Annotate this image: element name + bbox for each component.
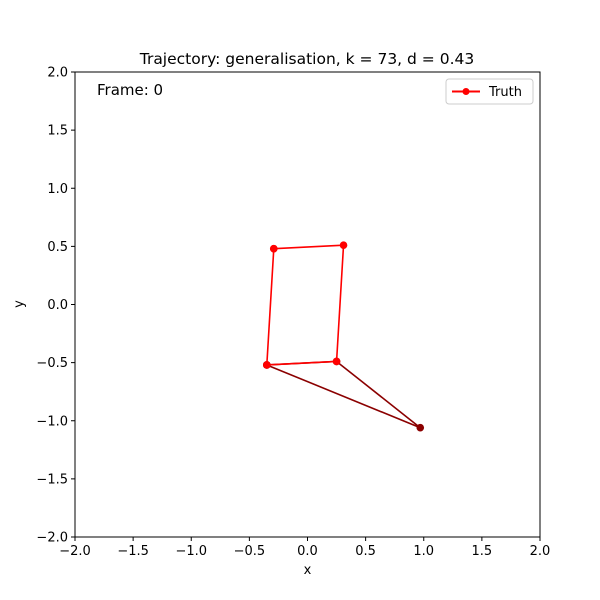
y-tick-label: −1.0: [36, 414, 68, 429]
legend: Truth: [445, 78, 534, 105]
x-tick-label: −1.0: [175, 544, 207, 559]
ticks-layer: −2.0 −1.5 −1.0 −0.5 0.0 0.5 1.0 1.5 2.0 −2.0 −1.5 −…: [36, 66, 550, 560]
x-tick-label: −0.5: [234, 544, 266, 559]
x-tick-label: 1.0: [413, 544, 434, 559]
x-tick-label: 0.5: [355, 544, 376, 559]
series-1-point-2: [416, 423, 425, 432]
y-tick-label: 2.0: [47, 66, 68, 81]
series-0-point-2: [332, 357, 341, 366]
y-tick-label: 1.0: [47, 182, 68, 197]
y-tick-label: −1.5: [36, 472, 68, 487]
y-tick-label: 0.5: [47, 240, 68, 255]
x-tick-label: 1.5: [472, 544, 493, 559]
legend-marker-truth: [462, 88, 470, 95]
x-tick-label: −1.5: [117, 544, 149, 559]
x-tick-label: 0.0: [297, 544, 318, 559]
series-0-point-1: [339, 241, 348, 250]
series-layer: [263, 241, 425, 432]
legend-label-truth: Truth: [488, 85, 522, 100]
y-tick-label: −0.5: [36, 356, 68, 371]
y-tick-label: −2.0: [36, 531, 68, 546]
x-tick-label: −2.0: [59, 544, 91, 559]
series-0-point-3: [263, 361, 271, 369]
x-tick-label: 2.0: [530, 544, 551, 559]
y-axis-label: y: [12, 300, 27, 308]
legend-box: [445, 78, 534, 105]
y-tick-label: 0.0: [47, 298, 68, 313]
frame-annotation: Frame: 0: [97, 81, 163, 99]
series-0-point-4: [269, 244, 278, 253]
plot-area: [75, 72, 540, 537]
x-axis-label: x: [304, 563, 312, 578]
chart-title: Trajectory: generalisation, k = 73, d = …: [139, 50, 474, 68]
axes-frame: [74, 71, 541, 538]
y-tick-label: 1.5: [47, 124, 68, 139]
